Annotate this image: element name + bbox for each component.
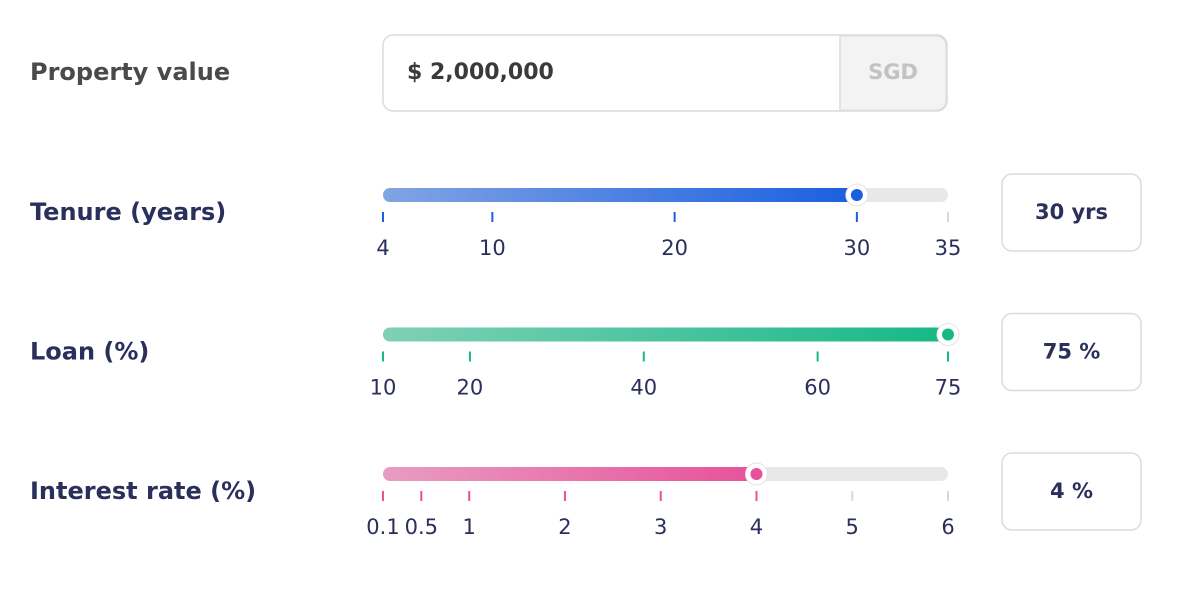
currency-box: [839, 35, 947, 111]
tick-label: 4: [376, 236, 389, 260]
tick-label: 5: [846, 515, 859, 539]
tick-label: 30: [844, 236, 871, 260]
tick-label: 0.5: [405, 515, 438, 539]
track-fill: [383, 327, 948, 342]
slider-label: Loan (%): [30, 338, 149, 366]
property-input[interactable]: $ 2,000,000 SGD: [382, 34, 948, 112]
tick-label: 20: [457, 376, 484, 400]
value-display: 30 yrs: [1035, 200, 1108, 224]
slider-thumb-dot: [942, 328, 954, 341]
tick-label: 40: [630, 376, 657, 400]
tick-label: 3: [654, 515, 667, 539]
track-fill: [383, 188, 857, 202]
tick-label: 60: [804, 376, 831, 400]
tick-label: 6: [941, 515, 954, 539]
tick-label: 10: [479, 236, 506, 260]
property-label: Property value: [30, 58, 230, 86]
tick-label: 35: [935, 236, 962, 260]
value-box[interactable]: [1001, 452, 1142, 531]
tick-label: 0.1: [366, 515, 399, 539]
track-fill: [383, 467, 757, 481]
tick-label: 20: [661, 236, 688, 260]
property-value[interactable]: $ 2,000,000: [407, 60, 554, 85]
slider-thumb-dot: [850, 189, 863, 201]
tick-label: 1: [462, 515, 475, 539]
slider-label: Interest rate (%): [30, 477, 256, 505]
slider-thumb-dot: [750, 468, 763, 480]
value-box[interactable]: [1001, 312, 1142, 392]
tick-label: 10: [370, 376, 397, 400]
tick-label: 2: [558, 515, 571, 539]
value-box[interactable]: [1001, 173, 1142, 252]
tick-label: 75: [935, 376, 962, 400]
slider-label: Tenure (years): [30, 198, 226, 226]
value-display: 4 %: [1050, 479, 1093, 503]
currency: SGD: [868, 60, 918, 84]
value-display: 75 %: [1043, 340, 1101, 364]
tick-label: 4: [750, 515, 763, 539]
